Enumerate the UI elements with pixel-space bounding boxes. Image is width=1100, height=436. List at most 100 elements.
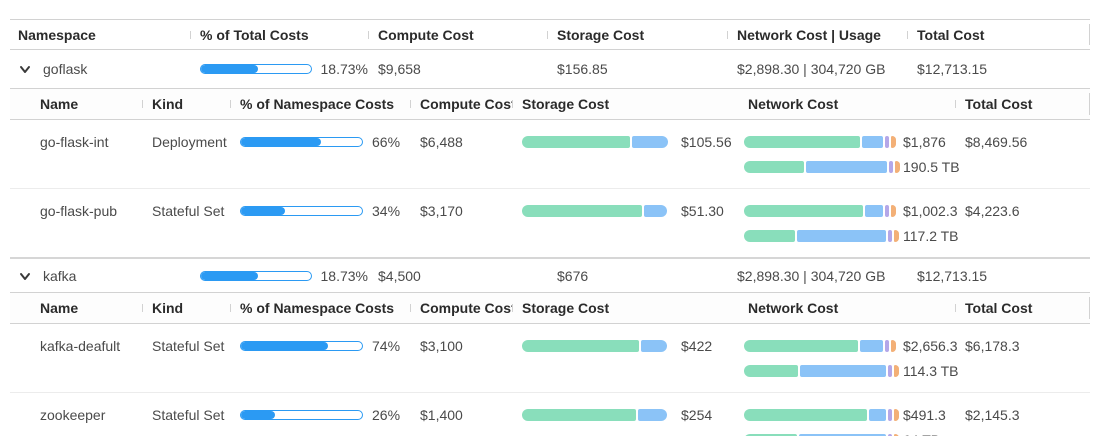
bar-tip-icon — [895, 161, 900, 173]
storage-cost-bar: $105.56 — [522, 131, 738, 153]
pct-namespace-costs-value: 34% — [372, 203, 401, 219]
storage-cost-value: $156.85 — [557, 61, 608, 77]
workload-name: go-flask-int — [40, 134, 109, 150]
network-cost-value: $1,002.3 — [903, 203, 958, 219]
column-divider — [1089, 93, 1090, 115]
network-cost-bar: $2,656.3 — [744, 335, 958, 357]
pct-total-costs-bar — [200, 64, 312, 74]
cost-table: Namespace % of Total Costs Compute Cost … — [10, 0, 1090, 436]
total-cost-value: $2,145.3 — [965, 407, 1020, 423]
compute-cost-value: $3,170 — [420, 203, 463, 219]
total-cost-value: $12,713.15 — [917, 267, 988, 284]
col-header-network: Network Cost — [748, 96, 839, 112]
bar-tip-icon — [890, 340, 896, 352]
col-header-storage: Storage Cost — [512, 300, 738, 316]
col-header-network: Network Cost | Usage — [727, 27, 907, 43]
chevron-down-icon[interactable] — [18, 269, 32, 283]
total-cost-value: $6,178.3 — [965, 338, 1020, 354]
pct-namespace-costs-bar — [240, 206, 363, 216]
network-usage-bar: 64 TB — [744, 429, 955, 436]
col-header-storage: Storage Cost — [512, 96, 738, 112]
bar-tip-icon — [893, 230, 899, 242]
network-usage-value: 64 TB — [903, 429, 940, 436]
storage-cost-bar: $422 — [522, 335, 738, 357]
bar-tip-icon — [890, 136, 896, 148]
col-header-storage: Storage Cost — [547, 27, 727, 43]
col-header-kind: Kind — [142, 300, 230, 316]
col-header-compute: Compute Cost — [368, 27, 547, 43]
storage-cost-value: $105.56 — [681, 134, 732, 150]
total-cost-value: $12,713.15 — [917, 61, 988, 77]
namespace-name: goflask — [43, 61, 88, 77]
pct-namespace-costs-value: 74% — [372, 338, 401, 354]
network-usage-value: 114.3 TB — [903, 363, 959, 379]
compute-cost-value: $6,488 — [420, 134, 463, 150]
bar-tip-icon — [893, 365, 899, 377]
compute-cost-value: $3,100 — [420, 338, 463, 354]
namespace-row-kafka[interactable]: kafka 18.73% $4,500 $676 $2,898.30 | 304… — [10, 258, 1090, 292]
compute-cost-value: $1,400 — [420, 407, 463, 423]
network-cost-usage-value: $2,898.30 | 304,720 GB — [737, 61, 886, 77]
storage-cost-bar: $254 — [522, 404, 738, 426]
namespace-name: kafka — [43, 267, 77, 284]
compute-cost-value: $4,500 — [378, 267, 421, 284]
workload-row-go-flask-int[interactable]: go-flask-int Deployment 66% $6,488 $105.… — [10, 120, 1090, 189]
col-header-total: Total Cost — [955, 300, 1090, 316]
workload-row-kafka-deafult[interactable]: kafka-deafult Stateful Set 74% $3,100 $4… — [10, 324, 1090, 393]
network-usage-bar: 114.3 TB — [744, 360, 959, 382]
pct-namespace-costs-bar — [240, 137, 363, 147]
storage-cost-value: $254 — [681, 407, 713, 423]
workload-kind: Stateful Set — [152, 407, 225, 423]
storage-cost-value: $51.30 — [681, 203, 724, 219]
namespace-header-row: Namespace % of Total Costs Compute Cost … — [10, 19, 1090, 50]
workload-name: go-flask-pub — [40, 203, 118, 219]
col-header-total: Total Cost — [907, 27, 1090, 43]
pct-total-costs-bar — [200, 270, 312, 281]
workload-header-row: Name Kind % of Namespace Costs Compute C… — [10, 292, 1090, 324]
bar-tip-icon — [890, 205, 896, 217]
network-cost-bar: $491.3 — [744, 404, 955, 426]
pct-namespace-costs-value: 66% — [372, 134, 401, 150]
pct-total-costs-value: 18.73% — [320, 267, 368, 284]
column-divider — [1089, 297, 1090, 319]
workload-header-row: Name Kind % of Namespace Costs Compute C… — [10, 88, 1090, 120]
workload-row-zookeeper[interactable]: zookeeper Stateful Set 26% $1,400 $254 — [10, 393, 1090, 436]
bar-tip-icon — [893, 434, 899, 436]
col-header-pct-namespace: % of Namespace Costs — [230, 300, 410, 316]
network-usage-bar: 117.2 TB — [744, 225, 959, 247]
pct-namespace-costs-bar — [240, 341, 363, 351]
col-header-network: Network Cost — [748, 300, 839, 316]
pct-namespace-costs-value: 26% — [372, 407, 401, 423]
network-cost-value: $491.3 — [903, 407, 946, 423]
network-usage-bar: 190.5 TB — [744, 156, 960, 178]
col-header-name: Name — [40, 96, 79, 112]
column-divider — [1089, 24, 1090, 45]
workload-name: kafka-deafult — [40, 338, 121, 354]
network-cost-bar: $1,876 — [744, 131, 955, 153]
col-header-name: Name — [40, 300, 79, 316]
network-cost-usage-value: $2,898.30 | 304,720 GB — [737, 267, 886, 284]
bar-tip-icon — [893, 409, 899, 421]
col-header-compute: Compute Cost — [410, 96, 512, 112]
namespace-expander-kafka[interactable]: kafka — [10, 268, 190, 284]
namespace-expander-goflask[interactable]: goflask — [10, 61, 190, 77]
workload-row-go-flask-pub[interactable]: go-flask-pub Stateful Set 34% $3,170 $51… — [10, 189, 1090, 258]
network-cost-value: $2,656.3 — [903, 338, 958, 354]
storage-cost-value: $422 — [681, 338, 713, 354]
col-header-total: Total Cost — [955, 96, 1090, 112]
network-cost-value: $1,876 — [903, 134, 946, 150]
pct-total-costs-value: 18.73% — [320, 61, 368, 77]
col-header-compute: Compute Cost — [410, 300, 512, 316]
col-header-namespace: Namespace — [18, 26, 96, 43]
namespace-row-goflask[interactable]: goflask 18.73% $9,658 $156.85 $2,898.30 … — [10, 50, 1090, 88]
col-header-pct-namespace: % of Namespace Costs — [230, 96, 410, 112]
pct-namespace-costs-bar — [240, 410, 363, 420]
storage-cost-bar: $51.30 — [522, 200, 738, 222]
compute-cost-value: $9,658 — [378, 61, 421, 77]
top-spacer — [10, 0, 1090, 19]
chevron-down-icon[interactable] — [18, 62, 32, 76]
col-header-kind: Kind — [142, 96, 230, 112]
network-usage-value: 117.2 TB — [903, 228, 959, 244]
total-cost-value: $8,469.56 — [965, 134, 1028, 150]
storage-cost-value: $676 — [557, 267, 589, 284]
